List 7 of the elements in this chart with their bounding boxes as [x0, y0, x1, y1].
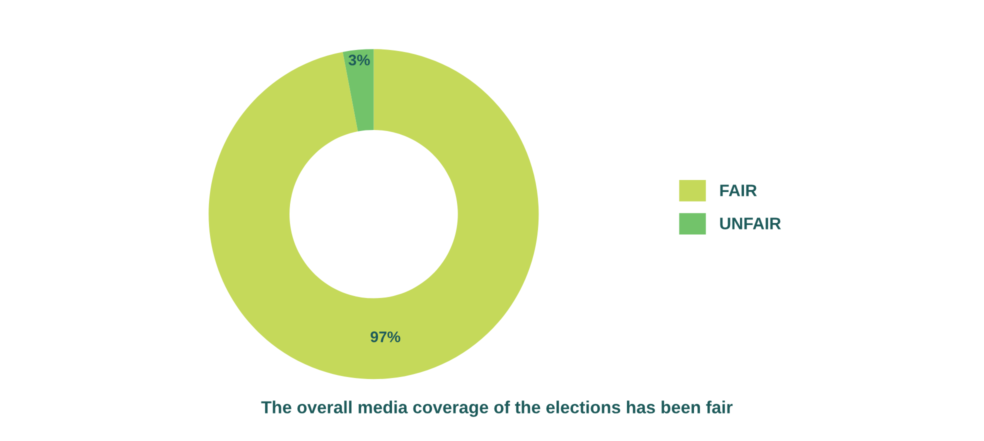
data-label: 3%	[348, 54, 370, 66]
donut-slice	[208, 49, 539, 380]
donut-slice	[342, 49, 374, 132]
text: The overall media coverage of the elections has been fair	[261, 400, 733, 417]
legend-label: UNFAIR	[720, 218, 781, 230]
data-label: 97%	[370, 331, 400, 342]
legend-label: FAIR	[720, 184, 757, 196]
